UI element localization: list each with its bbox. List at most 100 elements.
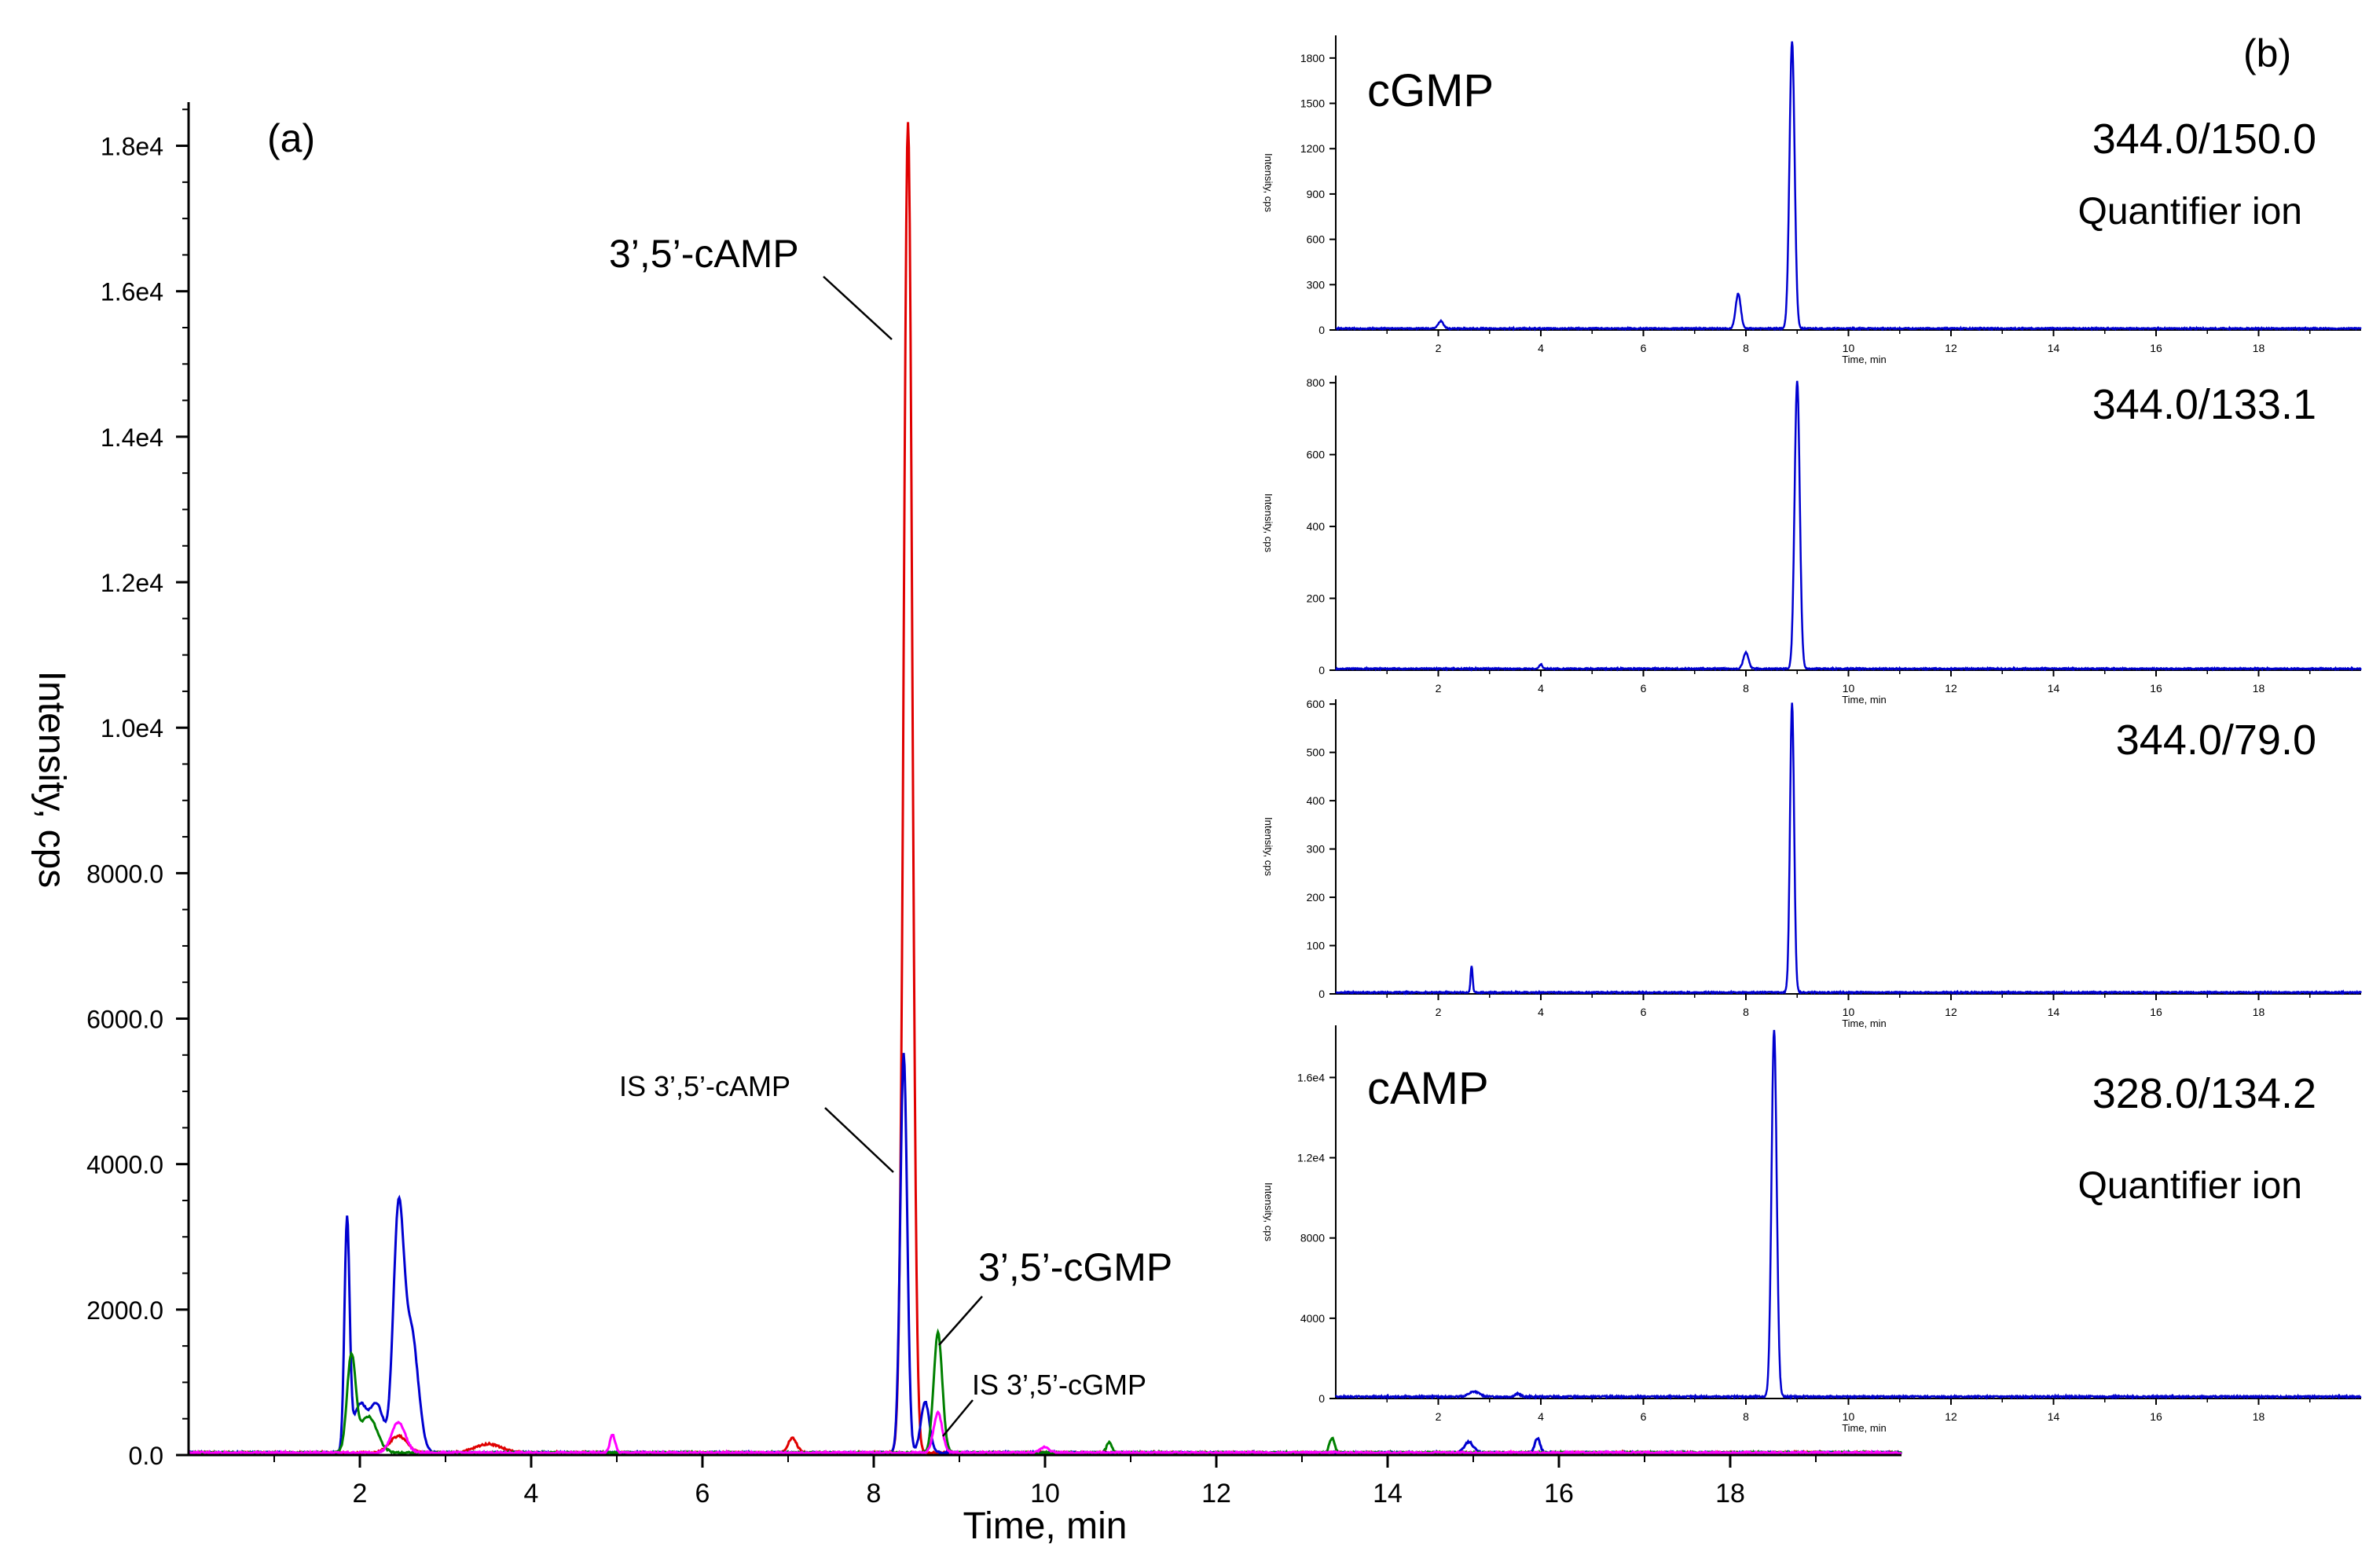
subplot-x-tick-label: 2 (1436, 1410, 1442, 1423)
y-tick-label: 1.2e4 (101, 569, 163, 597)
subplot-x-tick-label: 14 (2048, 682, 2060, 695)
subplot-note: Quantifier ion (2078, 1165, 2303, 1207)
subplot-x-tick-label: 4 (1538, 1410, 1544, 1423)
subplot-y-tick-label: 8000 (1300, 1232, 1325, 1245)
subplot-x-axis-label: Time, min (1842, 1422, 1887, 1434)
subplot-cgmp-79: 2 4 6 8 10 12 14 16 18 0 100 200 300 400 500 600 Time, m… (1263, 698, 2363, 1029)
subplot-camp-134: 2 4 6 8 10 12 14 16 18 0 4000 8000 1.2e4 1.6e4 Time, m… (1263, 1025, 2362, 1434)
panel-b-label: (b) (2243, 31, 2291, 75)
annotation-camp: 3’,5’-cAMP (609, 232, 893, 340)
annotation-cgmp: 3’,5’-cGMP (938, 1245, 1172, 1346)
y-tick-label: 1.0e4 (101, 714, 163, 742)
subplot-y-tick-label: 600 (1307, 233, 1326, 246)
x-tick-label: 2 (353, 1479, 368, 1509)
panel-b-chart: (b) 2 4 6 8 10 12 14 16 180300600900120015001800… (1263, 31, 2363, 1434)
x-tick-label: 8 (867, 1479, 882, 1509)
subplot-y-tick-label: 4000 (1300, 1312, 1325, 1325)
y-tick-label: 1.4e4 (101, 423, 163, 452)
annotation-is-cgmp-text: IS 3’,5’-cGMP (972, 1369, 1146, 1401)
panel-a-y-axis-label: Intensity, cps (31, 671, 72, 889)
subplot-y-tick-label: 0 (1318, 1392, 1325, 1405)
subplot-y-tick-label: 200 (1307, 592, 1326, 605)
y-tick-label: 0.0 (129, 1442, 163, 1470)
subplot-y-axis-label: Intensity, cps (1263, 153, 1274, 212)
panel-a-y-ticks: 0.0 2000.0 4000.0 6000.0 8000.0 1.0e4 1.2e4 1.4… (86, 108, 189, 1470)
subplot-compound-label: cAMP (1367, 1063, 1489, 1114)
subplot-trace (1335, 380, 2362, 672)
panel-a-x-ticks: 2 4 6 8 10 12 14 16 18 (273, 1455, 1817, 1509)
subplot-x-tick-label: 8 (1743, 1006, 1749, 1018)
subplot-x-tick-label: 2 (1436, 342, 1442, 354)
annotation-is-camp-text: IS 3’,5’-cAMP (619, 1070, 790, 1102)
subplot-x-tick-label: 18 (2253, 342, 2265, 354)
x-tick-label: 14 (1373, 1479, 1403, 1509)
y-tick-label: 2000.0 (86, 1296, 163, 1325)
subplot-y-tick-label: 400 (1307, 794, 1326, 807)
panel-a-label: (a) (267, 116, 315, 160)
subplot-x-tick-label: 6 (1641, 1410, 1647, 1423)
y-tick-label: 1.8e4 (101, 133, 163, 161)
subplot-x-tick-label: 6 (1641, 682, 1647, 695)
subplot-x-tick-label: 8 (1743, 682, 1749, 695)
subplot-y-tick-label: 0 (1318, 664, 1325, 676)
subplot-note: Quantifier ion (2078, 191, 2303, 233)
subplot-trace (1334, 1029, 2362, 1401)
subplot-y-tick-label: 1200 (1300, 142, 1325, 155)
subplot-y-axis-label: Intensity, cps (1263, 1182, 1274, 1241)
subplot-trace (1335, 41, 2362, 332)
subplot-y-tick-label: 100 (1307, 940, 1326, 952)
subplot-y-tick-label: 500 (1307, 746, 1326, 759)
subplot-x-tick-label: 12 (1945, 682, 1957, 695)
y-tick-label: 6000.0 (86, 1006, 163, 1034)
subplot-x-tick-label: 8 (1743, 1410, 1749, 1423)
subplot-x-tick-label: 14 (2048, 1006, 2060, 1018)
subplot-y-tick-label: 1.6e4 (1297, 1071, 1325, 1083)
x-tick-label: 10 (1030, 1479, 1060, 1509)
subplot-y-tick-label: 900 (1307, 188, 1326, 200)
subplot-x-tick-label: 4 (1538, 342, 1544, 354)
subplot-trace (1335, 702, 2363, 995)
panel-a-chart: 2 4 6 8 10 12 14 16 18 0.02000.04000.06000.08000… (31, 102, 1903, 1547)
subplot-x-tick-label: 18 (2253, 682, 2265, 695)
annotation-camp-leader (823, 276, 893, 340)
subplot-x-tick-label: 16 (2150, 342, 2162, 354)
annotation-is-cgmp-leader (942, 1399, 974, 1437)
subplot-x-tick-label: 12 (1945, 1006, 1957, 1018)
y-tick-label: 8000.0 (86, 860, 163, 888)
subplot-x-tick-label: 14 (2048, 342, 2060, 354)
annotation-is-camp-leader (824, 1107, 894, 1173)
subplot-y-tick-label: 0 (1318, 988, 1325, 1000)
subplot-x-tick-label: 10 (1843, 1410, 1855, 1423)
annotation-camp-text: 3’,5’-cAMP (609, 232, 799, 276)
subplot-y-tick-label: 200 (1307, 891, 1326, 904)
panel-a-traces (187, 122, 1903, 1457)
subplot-y-tick-label: 300 (1307, 843, 1326, 856)
subplot-x-axis-label: Time, min (1842, 694, 1887, 706)
subplot-x-tick-label: 8 (1743, 342, 1749, 354)
subplot-y-tick-label: 0 (1318, 324, 1325, 336)
subplot-x-axis-label: Time, min (1842, 1017, 1887, 1029)
subplot-y-tick-label: 1.2e4 (1297, 1152, 1325, 1164)
subplot-x-tick-label: 10 (1843, 342, 1855, 354)
subplot-x-tick-label: 6 (1641, 342, 1647, 354)
subplot-cgmp-133: 2 4 6 8 10 12 14 16 18 0 200 400 600 800 Time, min Inte… (1263, 376, 2362, 706)
subplot-x-tick-label: 2 (1436, 1006, 1442, 1018)
subplot-y-tick-label: 600 (1307, 698, 1326, 710)
annotation-is-cgmp: IS 3’,5’-cGMP (942, 1369, 1146, 1437)
subplot-x-axis-label: Time, min (1842, 354, 1887, 365)
subplot-x-tick-label: 12 (1945, 342, 1957, 354)
subplot-x-tick-label: 6 (1641, 1006, 1647, 1018)
x-tick-label: 6 (695, 1479, 710, 1509)
subplot-x-tick-label: 10 (1843, 1006, 1855, 1018)
subplot-x-tick-label: 16 (2150, 1410, 2162, 1423)
trace-magenta (188, 1410, 1902, 1457)
subplot-y-tick-label: 600 (1307, 449, 1326, 461)
subplot-x-tick-label: 16 (2150, 682, 2162, 695)
x-tick-label: 18 (1715, 1479, 1745, 1509)
subplot-y-tick-label: 300 (1307, 278, 1326, 291)
subplot-x-tick-label: 12 (1945, 1410, 1957, 1423)
subplot-y-tick-label: 400 (1307, 520, 1326, 533)
subplot-transition-label: 344.0/133.1 (2092, 381, 2316, 428)
